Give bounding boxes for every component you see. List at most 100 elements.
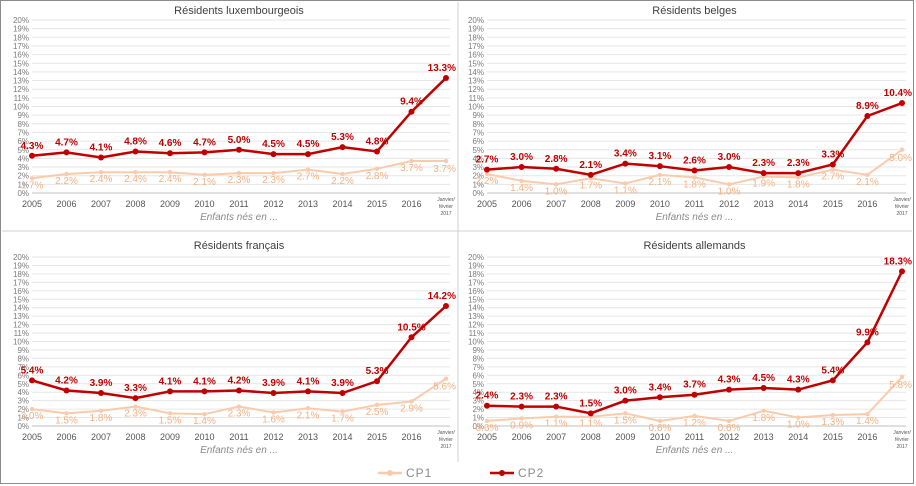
y-tick-label: 14% (468, 68, 484, 77)
data-label-cp1: 1.0% (718, 186, 741, 197)
data-point-cp2 (656, 394, 663, 401)
data-label-cp2: 2.3% (545, 392, 568, 403)
data-point-cp2 (236, 387, 242, 394)
x-tick-label: 2015 (823, 199, 843, 209)
data-point-cp1 (133, 170, 138, 175)
x-tick-label: 2006 (56, 199, 76, 209)
x-tick-label-part: Janvier/ (437, 430, 455, 436)
data-point-cp1 (899, 147, 905, 152)
data-label-cp1: 1.3% (821, 417, 844, 428)
data-label-cp1: 1.1% (545, 419, 568, 430)
y-tick-label: 10% (468, 338, 484, 347)
data-point-cp1 (305, 406, 311, 411)
y-tick-label: 11% (14, 94, 29, 103)
data-point-cp1 (865, 411, 870, 417)
y-tick-label: 16% (468, 51, 484, 60)
data-label-cp2: 2.7% (476, 155, 499, 166)
data-label-cp1: 2.1% (649, 177, 672, 188)
data-label-cp2: 10.5% (397, 322, 425, 333)
x-tick-label: 2014 (788, 432, 808, 442)
x-tick-label: 2008 (125, 199, 145, 209)
data-point-cp1 (167, 170, 173, 175)
data-label-cp2: 5.4% (821, 365, 844, 376)
data-label-cp1: 1.7% (579, 180, 602, 191)
data-point-cp1 (519, 178, 524, 184)
data-label-cp2: 4.1% (90, 143, 113, 154)
data-point-cp2 (339, 144, 346, 151)
y-tick-label: 5% (17, 146, 29, 155)
data-label-cp1: 1.9% (752, 179, 775, 190)
y-tick-label: 10% (13, 103, 29, 112)
y-tick-label: 2% (472, 405, 484, 414)
x-tick-label: 2011 (685, 432, 704, 442)
legend-label-cp2: CP2 (518, 466, 544, 480)
data-label-cp2: 5.3% (366, 366, 389, 377)
y-tick-label: 17% (468, 278, 484, 287)
y-tick-label: 19% (468, 25, 484, 34)
y-tick-label: 9% (17, 346, 29, 355)
x-tick-label-part: février (895, 437, 909, 443)
x-tick-label: 2008 (581, 199, 601, 209)
y-tick-label: 8% (17, 354, 29, 363)
x-tick-label: 2008 (125, 432, 145, 442)
x-tick-label-part: février (439, 437, 453, 443)
data-label-cp1: 2.3% (228, 175, 251, 186)
legend-item-cp1: CP1 (378, 466, 431, 480)
y-tick-label: 1% (17, 414, 29, 423)
data-label-cp1: 5.6% (433, 382, 456, 393)
y-tick-label: 18% (13, 270, 29, 279)
data-point-cp2 (132, 148, 139, 155)
y-tick-label: 6% (472, 137, 484, 146)
x-tick-label: 2014 (332, 432, 352, 442)
data-label-cp2: 3.3% (124, 383, 147, 394)
data-point-cp2 (622, 160, 629, 167)
data-label-cp1: 1.4% (193, 416, 216, 427)
x-tick-label: 2012 (719, 199, 739, 209)
x-tick-label: 2012 (719, 432, 739, 442)
x-tick-label: 2008 (581, 432, 601, 442)
data-label-cp1: 2.3% (228, 409, 251, 420)
y-tick-label: 11% (469, 94, 484, 103)
data-label-cp1: 5.8% (889, 380, 912, 391)
data-label-cp2: 4.2% (228, 376, 251, 387)
series-cp2: 2.4% 2.3% 2.3% 1.5% 3.0% 3.4% 3.7% 4.3% 4.5% 4.3%… (476, 256, 912, 417)
chart-panel-1: 0%1%2%3%4%5%6%7%8%9%10%11%12%13%14%15%16… (13, 5, 456, 223)
chart-title: Résidents belges (652, 5, 737, 17)
data-point-cp2 (760, 170, 767, 177)
chart-title: Résidents luxembourgeois (174, 5, 304, 17)
data-label-cp1: 2.7% (821, 172, 844, 183)
data-label-cp2: 5.3% (331, 132, 354, 143)
data-label-cp2: 10.4% (884, 88, 912, 99)
data-point-cp2 (484, 402, 490, 409)
data-label-cp1: 1.8% (787, 179, 810, 190)
data-point-cp2 (795, 386, 802, 393)
data-label-cp2: 3.0% (718, 152, 741, 163)
data-point-cp1 (29, 406, 35, 412)
data-point-cp1 (623, 181, 628, 186)
data-point-cp2 (167, 150, 173, 157)
y-tick-label: 14% (13, 304, 29, 313)
y-tick-label: 4% (17, 388, 29, 397)
x-tick-label: 2013 (298, 432, 318, 442)
x-tick-label: 2014 (788, 199, 808, 209)
data-label-cp1: 2.7% (297, 172, 320, 183)
data-point-cp1 (202, 411, 207, 417)
y-tick-label: 0% (17, 189, 29, 198)
data-point-cp1 (484, 418, 490, 424)
data-label-cp1: 5.0% (889, 153, 912, 164)
y-tick-label: 11% (14, 329, 29, 338)
y-tick-label: 3% (17, 397, 29, 406)
x-tick-label: 2007 (91, 199, 111, 209)
data-point-cp1 (409, 399, 414, 404)
x-tick-label: 2012 (263, 199, 283, 209)
x-tick-label: 2009 (615, 199, 635, 209)
y-tick-label: 14% (468, 304, 484, 313)
y-tick-label: 3% (17, 163, 29, 172)
data-point-cp2 (622, 397, 629, 404)
data-label-cp1: 1.6% (262, 414, 285, 425)
data-label-cp1: 1.4% (856, 416, 879, 427)
data-label-cp1: 2.4% (124, 174, 147, 185)
y-tick-label: 0% (472, 422, 484, 431)
y-tick-label: 8% (472, 354, 484, 363)
